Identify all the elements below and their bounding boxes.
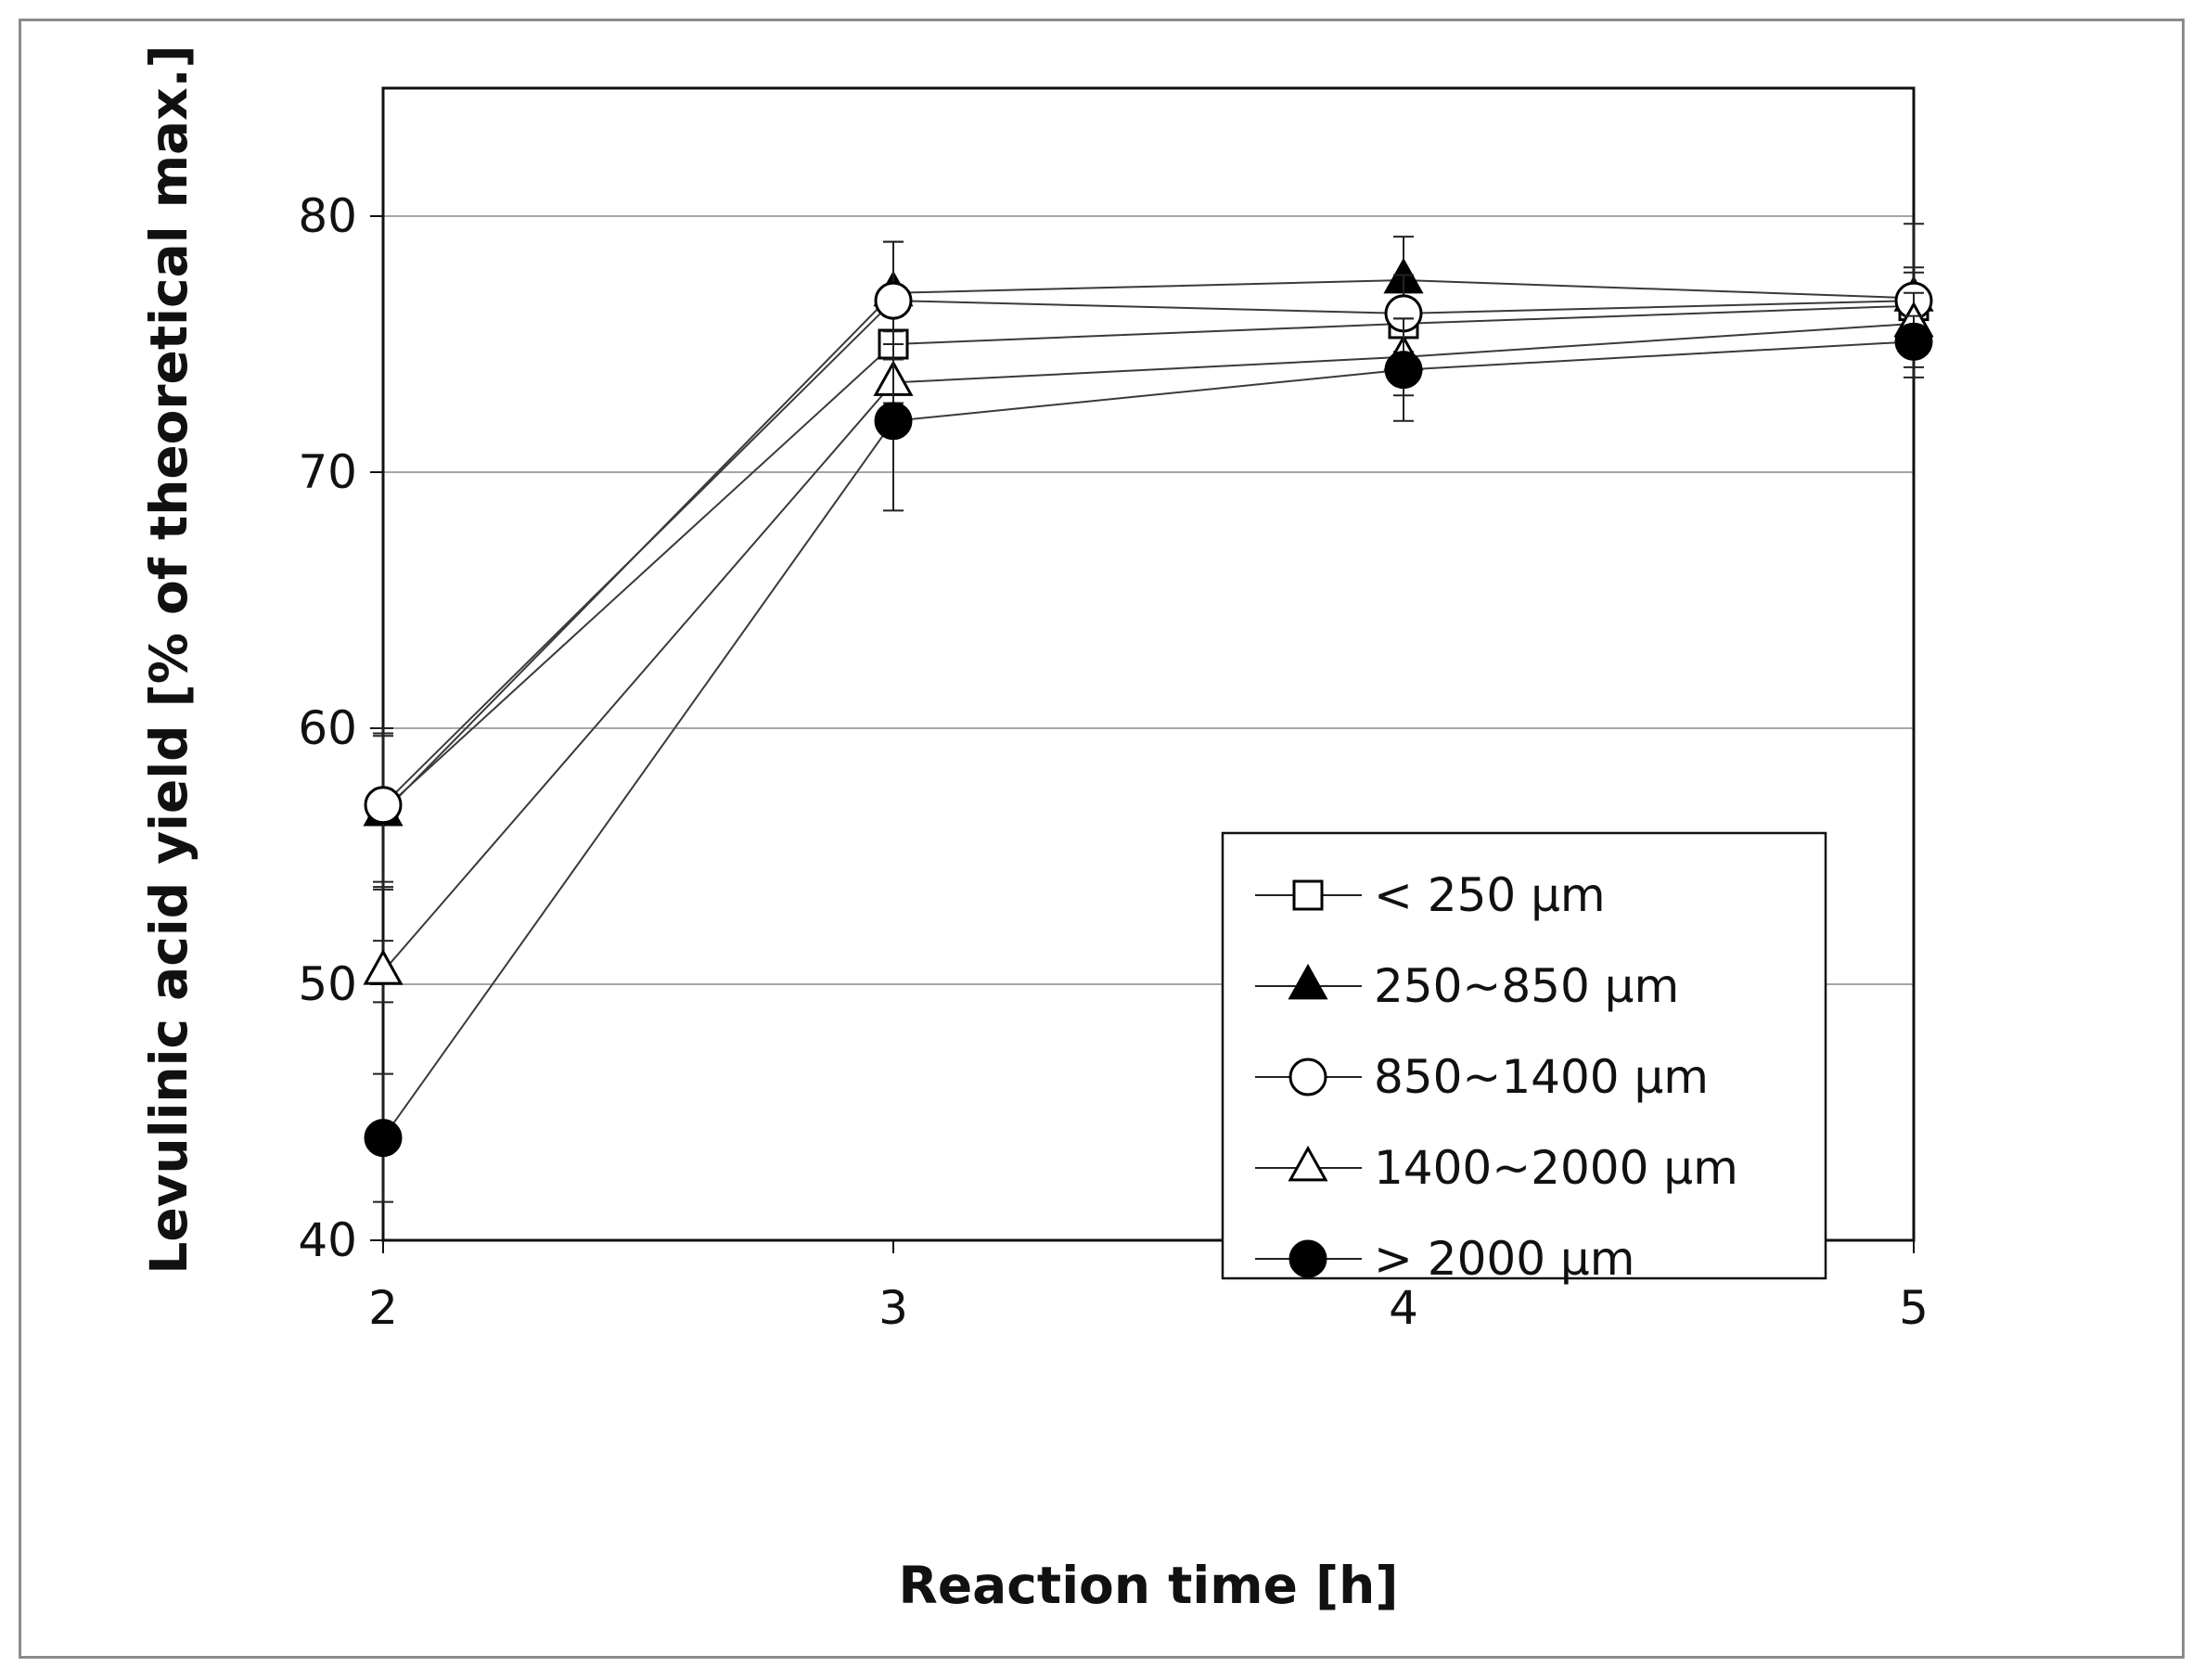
y-tick-label: 40 <box>298 1213 357 1267</box>
x-tick-label: 2 <box>368 1281 398 1335</box>
data-point <box>1384 351 1423 390</box>
series-line <box>382 322 1915 972</box>
y-tick-label: 60 <box>298 701 357 755</box>
x-tick-label: 4 <box>1389 1281 1418 1335</box>
x-tick-label: 5 <box>1899 1281 1929 1335</box>
data-point <box>364 786 403 825</box>
series-line <box>382 278 1915 814</box>
legend-item: > 2000 μm <box>1255 1232 1635 1286</box>
y-tick-label: 50 <box>298 957 357 1011</box>
legend-label: 250~850 μm <box>1374 959 1679 1013</box>
legend-label: > 2000 μm <box>1374 1232 1635 1286</box>
data-point <box>874 402 913 441</box>
series-1 <box>367 266 1929 889</box>
legend-item: 250~850 μm <box>1255 959 1679 1013</box>
series-5 <box>364 314 1933 1203</box>
series-line <box>382 300 1915 806</box>
plot-area <box>381 86 1916 1242</box>
legend-marker <box>1288 1058 1327 1096</box>
data-point <box>874 281 913 320</box>
legend-marker <box>1288 1145 1328 1182</box>
data-point <box>363 949 404 985</box>
legend-item: 850~1400 μm <box>1255 1050 1709 1104</box>
series-line <box>382 304 1915 812</box>
y-axis-tick-labels: 40 50 60 70 80 <box>298 189 357 1267</box>
legend-marker <box>1288 963 1328 1000</box>
figure-frame: 40 50 60 70 80 2 3 4 5 Reaction time [h] Levuli… <box>19 19 2185 1659</box>
legend-label: 850~1400 μm <box>1374 1050 1709 1104</box>
x-axis-tick-labels: 2 3 4 5 <box>368 1281 1929 1335</box>
x-tick-label: 3 <box>878 1281 908 1335</box>
data-series <box>363 223 1934 1203</box>
series-line <box>382 340 1915 1139</box>
y-axis-title: Levulinic acid yield [% of theoretical m… <box>139 45 199 1274</box>
y-tick-label: 70 <box>298 445 357 499</box>
series-3 <box>364 223 1933 883</box>
legend-label: < 250 μm <box>1374 868 1606 922</box>
legend-marker <box>1292 879 1324 911</box>
legend-marker <box>1288 1239 1327 1278</box>
legend: < 250 μm 250~850 μm 850~1400 μm 1400~2000 μ… <box>1221 831 1827 1286</box>
x-axis-title: Reaction time [h] <box>899 1556 1399 1615</box>
y-tick-label: 80 <box>298 189 357 243</box>
legend-item: 1400~2000 μm <box>1255 1141 1738 1195</box>
data-point <box>1894 322 1933 361</box>
data-point <box>364 1119 403 1158</box>
line-chart: 40 50 60 70 80 2 3 4 5 Reaction time [h] Levuli… <box>139 45 1934 1615</box>
legend-label: 1400~2000 μm <box>1374 1141 1738 1195</box>
legend-item: < 250 μm <box>1255 868 1606 922</box>
